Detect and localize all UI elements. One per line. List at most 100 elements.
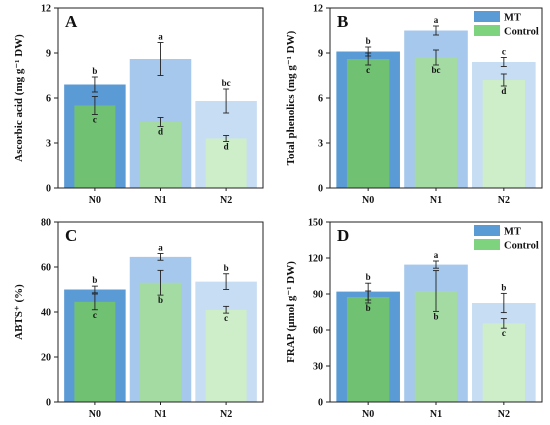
control-error-bar-n2	[223, 135, 230, 142]
mt-error-bar-n1	[433, 260, 439, 269]
y-tick-label: 90	[313, 290, 323, 301]
mt-error-bar-n2	[500, 292, 507, 314]
x-tick-label-n0: N0	[362, 409, 374, 420]
panel-label: A	[65, 12, 78, 31]
y-axis-label: Total phenolics (mg g⁻¹ DW)	[285, 30, 297, 165]
control-error-bar-n0	[91, 293, 98, 311]
control-sig-letter-n1: bc	[432, 65, 441, 75]
x-tick-label-n1: N1	[154, 409, 166, 420]
control-sig-letter-n2: d	[501, 86, 506, 96]
control-sig-letter-n1: b	[433, 311, 438, 321]
mt-sig-letter-n1: a	[434, 15, 439, 25]
mt-sig-letter-n2: b	[501, 282, 506, 292]
control-error-bar-n1	[157, 269, 164, 296]
control-bar-n0	[74, 105, 116, 188]
control-bar-n0	[346, 297, 390, 402]
x-tick-label-n2: N2	[220, 409, 232, 420]
mt-error-bar-n2	[223, 273, 230, 290]
mt-error-bar-n0	[91, 285, 98, 294]
y-tick-label: 3	[318, 139, 323, 150]
x-tick-label-n1: N1	[430, 195, 442, 206]
mt-sig-letter-n0: b	[92, 275, 97, 285]
legend-swatch-mt	[474, 225, 500, 236]
y-tick-label: 6	[46, 94, 51, 105]
panel-label: D	[337, 226, 349, 245]
y-tick-label: 0	[318, 398, 323, 409]
y-tick-label: 40	[41, 308, 51, 319]
y-tick-label: 80	[41, 218, 51, 229]
control-bar-n2	[205, 138, 247, 188]
legend: MT Control	[474, 11, 539, 38]
chart-panel-b: b a c c bc d 0 3 6 9 12 N0 N1 N2 Total phenolics (mg g…	[285, 4, 543, 206]
panel-label: C	[65, 226, 77, 245]
y-tick-label: 30	[313, 362, 323, 373]
mt-error-bar-n2	[500, 57, 507, 67]
legend-label-control: Control	[504, 241, 539, 252]
y-tick-label: 9	[318, 49, 323, 60]
control-bar-n0	[346, 59, 390, 188]
mt-sig-letter-n1: a	[158, 243, 163, 253]
control-sig-letter-n0: c	[93, 115, 97, 125]
legend-swatch-control	[474, 25, 500, 36]
x-tick-label-n0: N0	[362, 195, 374, 206]
mt-sig-letter-n2: bc	[222, 78, 231, 88]
x-tick-label-n1: N1	[154, 195, 166, 206]
y-tick-label: 9	[46, 49, 51, 60]
y-tick-label: 60	[313, 326, 323, 337]
control-error-bar-n1	[157, 117, 164, 127]
mt-error-bar-n2	[223, 88, 230, 114]
legend: MT Control	[474, 225, 539, 252]
control-sig-letter-n2: c	[224, 313, 228, 323]
y-tick-label: 0	[318, 184, 323, 195]
mt-error-bar-n0	[91, 76, 98, 93]
x-tick-label-n2: N2	[498, 195, 510, 206]
chart-panel-c: b a b c b c 0 20 40 60 80 N0 N1 N2 ABTS⁺ (%) C	[13, 218, 264, 420]
mt-error-bar-n1	[433, 25, 439, 36]
control-bar-n1	[140, 122, 181, 188]
legend-swatch-control	[474, 239, 500, 250]
control-sig-letter-n2: d	[224, 142, 229, 152]
x-tick-label-n1: N1	[430, 409, 442, 420]
control-bar-n2	[482, 323, 526, 402]
control-error-bar-n1	[433, 270, 439, 312]
control-bar-n2	[205, 309, 247, 402]
y-tick-label: 6	[318, 94, 323, 105]
y-tick-label: 20	[41, 353, 51, 364]
control-sig-letter-n1: d	[158, 127, 163, 137]
chart-panel-a: b a bc c d d 0 3 6 9 12 N0 N1 N2 Ascorbic acid (mg g⁻¹…	[13, 4, 264, 206]
control-error-bar-n0	[91, 96, 98, 115]
control-error-bar-n2	[500, 318, 507, 329]
control-error-bar-n0	[365, 52, 372, 66]
y-tick-label: 0	[46, 184, 51, 195]
y-axis-label: ABTS⁺ (%)	[13, 284, 25, 340]
x-tick-label-n2: N2	[220, 195, 232, 206]
mt-sig-letter-n0: b	[366, 36, 371, 46]
x-tick-label-n2: N2	[498, 409, 510, 420]
control-sig-letter-n0: b	[366, 303, 371, 313]
mt-error-bar-n1	[157, 42, 164, 76]
legend-label-mt: MT	[504, 227, 521, 238]
mt-sig-letter-n0: b	[366, 272, 371, 282]
control-error-bar-n2	[223, 305, 230, 314]
y-axis-label: Ascorbic acid (mg g⁻¹ DW)	[13, 34, 25, 162]
x-tick-label-n0: N0	[89, 409, 101, 420]
mt-sig-letter-n0: b	[92, 66, 97, 76]
legend-swatch-mt	[474, 11, 500, 22]
control-error-bar-n0	[365, 290, 372, 304]
control-bar-n1	[140, 282, 181, 402]
y-tick-label: 120	[308, 254, 323, 265]
control-bar-n2	[482, 80, 526, 188]
control-sig-letter-n1: b	[158, 295, 163, 305]
control-error-bar-n2	[500, 73, 507, 87]
control-bar-n0	[74, 301, 116, 402]
mt-sig-letter-n2: b	[224, 263, 229, 273]
control-sig-letter-n0: c	[93, 310, 97, 320]
chart-panel-d: b a b b b c 0 30 60 90 120 150 N0 N1 N2 FRAP (μmol g⁻¹ …	[285, 218, 543, 420]
y-tick-label: 150	[308, 218, 323, 229]
y-tick-label: 60	[41, 263, 51, 274]
y-tick-label: 12	[41, 4, 51, 15]
y-tick-label: 0	[46, 398, 51, 409]
y-axis-label: FRAP (μmol g⁻¹ DW)	[285, 261, 297, 363]
control-error-bar-n1	[433, 49, 439, 66]
